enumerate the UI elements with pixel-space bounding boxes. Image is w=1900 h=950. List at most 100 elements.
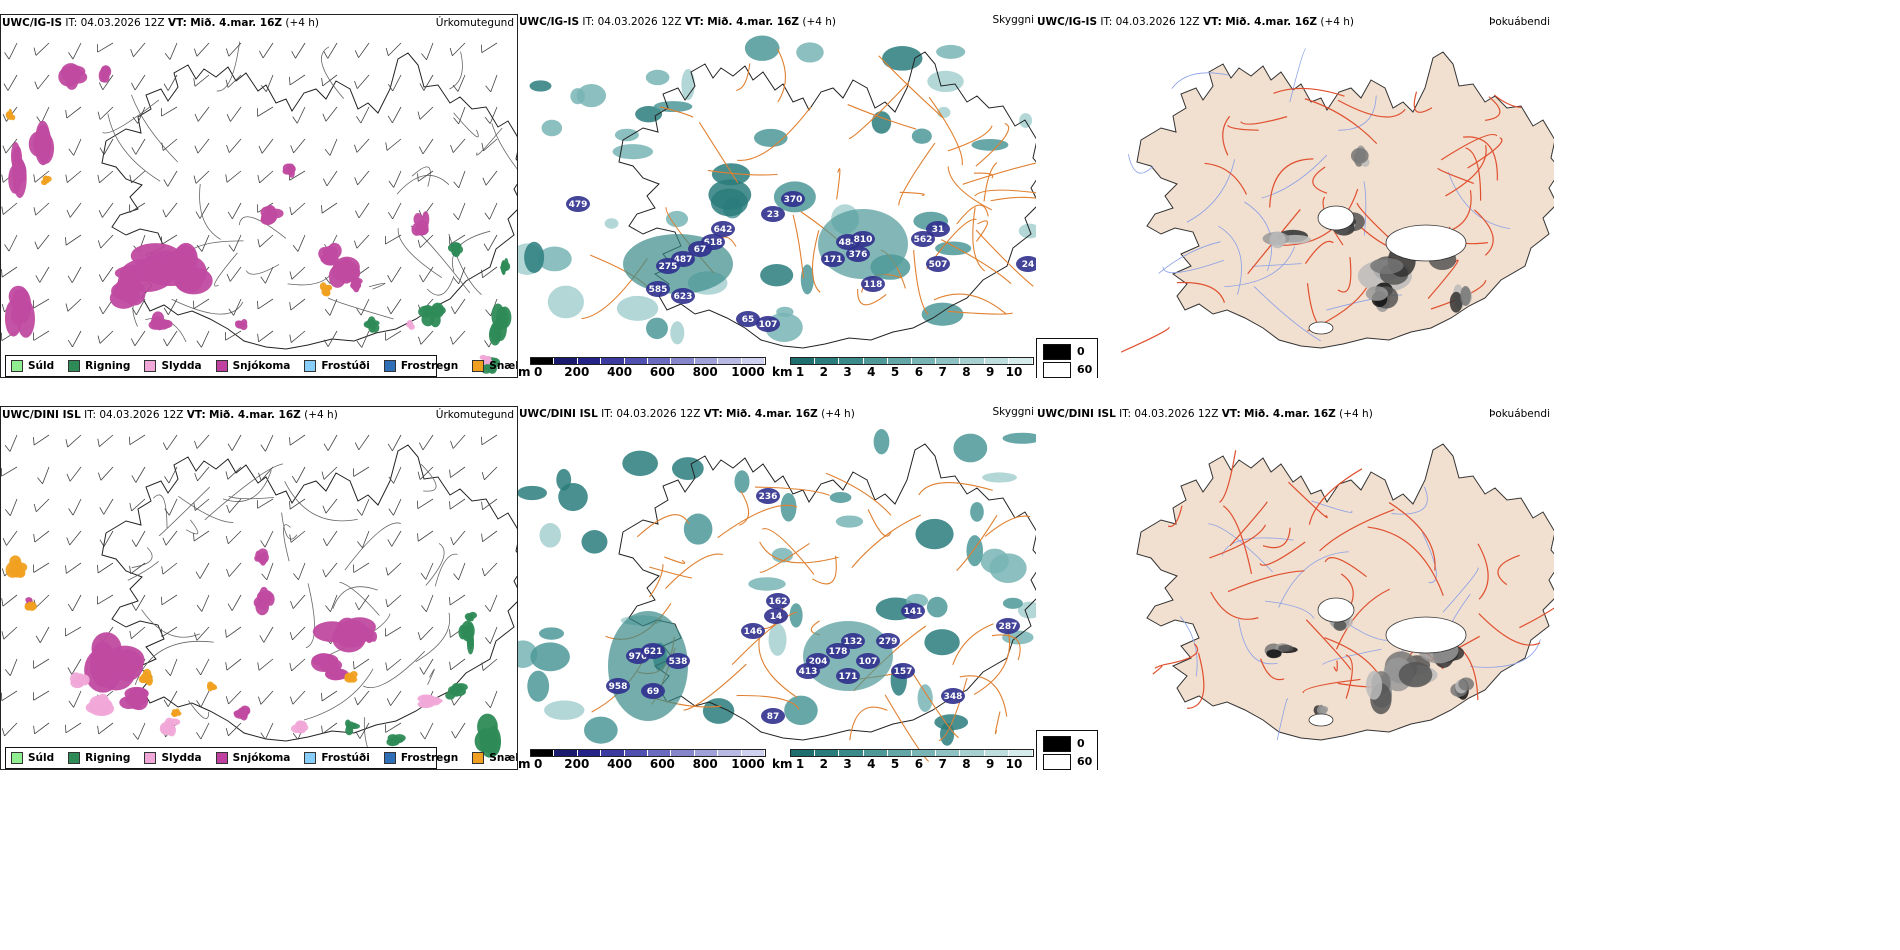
road-line (762, 528, 815, 575)
road-line (649, 564, 664, 598)
legend-label: Slydda (161, 360, 202, 372)
wind-barb (226, 266, 242, 282)
colorbar-cell (1008, 750, 1034, 756)
legend-label: Frostúði (321, 752, 370, 764)
road-line (199, 183, 221, 240)
wind-barb-staff (258, 658, 274, 671)
wind-barb (3, 74, 18, 91)
wind-barb-staff (362, 530, 370, 548)
precip-blob-part (148, 320, 163, 330)
precip-blob-part (455, 245, 464, 254)
wind-barb (1, 202, 18, 215)
wind-barb-feather (292, 732, 299, 740)
precip-blob-part (11, 559, 23, 575)
cloud-base-patch (996, 618, 1020, 634)
wind-barb-feather (386, 698, 391, 706)
wind-barb-staff (266, 562, 274, 581)
wind-barb-staff (263, 626, 274, 643)
wind-barb (196, 722, 210, 740)
wind-barb-feather (129, 204, 131, 213)
road-line (665, 553, 723, 590)
road-line (127, 560, 159, 581)
wind-barb-staff (167, 690, 178, 707)
wind-barb (323, 330, 338, 347)
road-line (1306, 283, 1319, 325)
road-line (683, 663, 747, 711)
sleet-area (85, 693, 115, 717)
low-visibility-area (622, 450, 658, 477)
road-line (1324, 557, 1367, 578)
precip-blob-part (101, 73, 108, 82)
colorbar-cell (936, 358, 961, 364)
colorbar-tick-label: 800 (692, 757, 718, 770)
fog-legend-light-label: 60 (1077, 755, 1093, 768)
wind-barb (33, 434, 50, 446)
wind-barb (257, 170, 274, 184)
wind-barb-staff (129, 202, 146, 213)
wind-barb (226, 498, 242, 513)
wind-barb-staff (422, 434, 434, 451)
wind-barb (4, 234, 18, 252)
road-line (171, 298, 244, 315)
wind-barb (322, 498, 338, 514)
wind-barb (67, 330, 82, 348)
precip-blob-part (209, 682, 214, 687)
wind-barb-staff (261, 138, 274, 154)
wind-barb (452, 74, 466, 92)
wind-barb (131, 298, 146, 316)
wind-barb-feather (289, 206, 292, 216)
road-line (899, 191, 925, 197)
wind-barb (322, 530, 338, 547)
wind-barb-staff (482, 530, 498, 543)
colorbar-cell (839, 358, 864, 364)
wind-barb-staff (425, 562, 434, 580)
colorbar-cell (839, 750, 864, 756)
low-visibility-area (748, 577, 786, 591)
snow-area (109, 270, 146, 309)
low-visibility-area (710, 188, 748, 217)
wind-barb-staff (392, 74, 402, 92)
wind-barb (417, 106, 434, 120)
wind-barb-feather (453, 573, 459, 581)
wind-barb-feather (226, 114, 231, 122)
wind-barb (450, 530, 466, 546)
wind-barb-feather (324, 308, 331, 316)
precip-blob-part (5, 111, 12, 119)
wind-barb (98, 266, 114, 282)
wind-barb-staff (71, 658, 82, 675)
precip-legend: Súld Rigning Slydda Snjókoma Frostúði Frostre… (5, 355, 517, 377)
precip-blob-part (325, 284, 331, 291)
wind-barb-feather (419, 146, 424, 155)
colorbar-tick-label: 8 (962, 757, 971, 770)
legend-label: Slydda (161, 752, 202, 764)
wind-barb (385, 330, 402, 341)
wind-barb-staff (291, 202, 306, 216)
precip-blob-part (236, 322, 243, 328)
wind-barb-staff (8, 42, 18, 60)
wind-barb-staff (360, 298, 370, 316)
road-line (426, 275, 455, 296)
road-line (222, 470, 272, 502)
fog-legend-dark-swatch (1043, 344, 1071, 360)
road-line (1474, 209, 1494, 256)
legend-item: Súld (11, 360, 54, 372)
fog-area (1266, 649, 1282, 659)
wind-barb-staff (162, 562, 178, 575)
legend-swatch (11, 752, 23, 764)
wind-barb-feather (356, 340, 363, 348)
wind-barb-feather (132, 732, 139, 740)
wind-barb-staff (353, 466, 370, 477)
wind-barb-feather (258, 472, 262, 481)
wind-barb (353, 466, 370, 477)
wind-barb (35, 626, 50, 643)
wind-barb-staff (72, 42, 82, 60)
cloud-base-label: 178 (829, 647, 848, 657)
colorbar-unit: m (518, 757, 531, 770)
wind-barb-feather (129, 503, 132, 512)
panel-variable-name: Skyggni (992, 406, 1035, 418)
colorbar-cell (960, 358, 985, 364)
cloud-base-patch (836, 668, 860, 684)
road-line (344, 522, 401, 571)
wind-barb-feather (165, 669, 171, 677)
wind-barb-staff (453, 530, 466, 546)
